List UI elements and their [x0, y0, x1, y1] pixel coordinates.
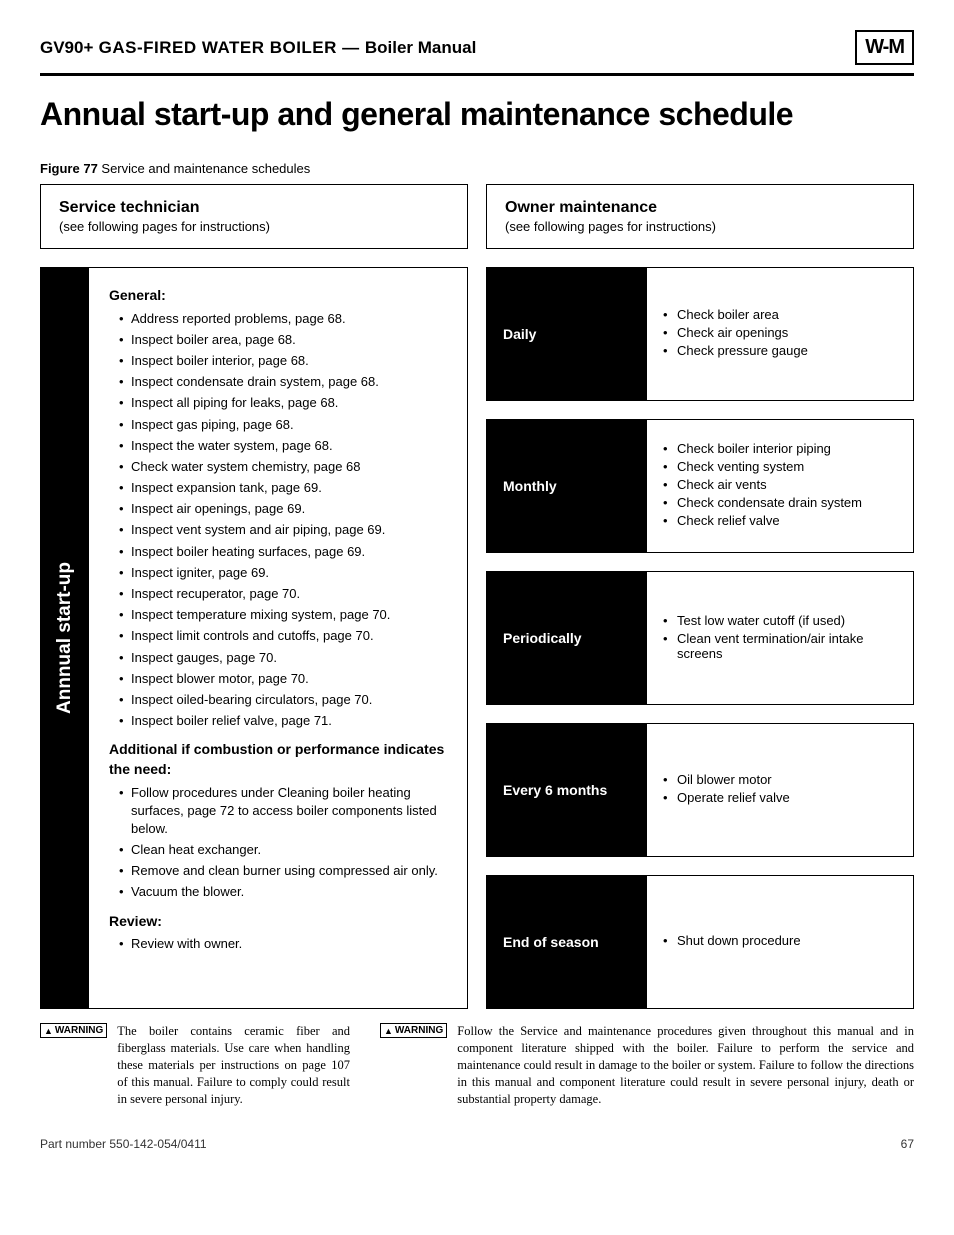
- owner-block-label: Periodically: [487, 572, 647, 704]
- list-item: Inspect expansion tank, page 69.: [119, 479, 447, 497]
- owner-block-label: Monthly: [487, 420, 647, 552]
- section-heading: General:: [109, 286, 447, 306]
- list-item: Shut down procedure: [663, 933, 801, 948]
- list-item: Inspect the water system, page 68.: [119, 437, 447, 455]
- list-item: Check water system chemistry, page 68: [119, 458, 447, 476]
- owner-block-label: End of season: [487, 876, 647, 1008]
- owner-block-items: Oil blower motor Operate relief valve: [647, 724, 913, 856]
- owner-block: Every 6 months Oil blower motor Operate re…: [486, 723, 914, 857]
- list-item: Inspect condensate drain system, page 68…: [119, 373, 447, 391]
- service-content: General: Address reported problems, page …: [89, 268, 467, 1008]
- section-list: Review with owner.: [109, 935, 447, 953]
- list-item: Inspect boiler interior, page 68.: [119, 352, 447, 370]
- list-item: Inspect gauges, page 70.: [119, 649, 447, 667]
- list-item: Check air openings: [663, 325, 808, 340]
- list-item: Inspect oiled-bearing circulators, page …: [119, 691, 447, 709]
- list-item: Check venting system: [663, 459, 862, 474]
- figure-text: Service and maintenance schedules: [98, 161, 310, 176]
- section-list: Address reported problems, page 68. Inspe…: [109, 310, 447, 731]
- header-rule: [40, 73, 914, 76]
- list-item: Inspect recuperator, page 70.: [119, 585, 447, 603]
- list-item: Inspect all piping for leaks, page 68.: [119, 394, 447, 412]
- list-item: Vacuum the blower.: [119, 883, 447, 901]
- owner-sub: (see following pages for instructions): [505, 219, 895, 234]
- owner-block-items: Check boiler area Check air openings Check…: [647, 268, 913, 400]
- service-header: Service technician (see following pages …: [40, 184, 468, 249]
- main-grid: Service technician (see following pages …: [40, 184, 914, 1009]
- list-item: Inspect boiler relief valve, page 71.: [119, 712, 447, 730]
- service-sidebar: Annnual start-up: [41, 268, 89, 1008]
- list-item: Follow procedures under Cleaning boiler …: [119, 784, 447, 839]
- page-footer: Part number 550-142-054/0411 67: [40, 1137, 914, 1151]
- section-heading: Additional if combustion or performance …: [109, 740, 447, 779]
- figure-label: Figure 77: [40, 161, 98, 176]
- list-item: Check pressure gauge: [663, 343, 808, 358]
- owner-title: Owner maintenance: [505, 199, 895, 217]
- owner-block: MonthlyCheck boiler interior pipingCheck…: [486, 419, 914, 553]
- list-item: Inspect boiler heating surfaces, page 69…: [119, 543, 447, 561]
- owner-block: PeriodicallyTest low water cutoff (if us…: [486, 571, 914, 705]
- owner-block-label: Daily: [487, 268, 647, 400]
- warning-badge: WARNING: [40, 1023, 107, 1038]
- list-item: Check boiler area: [663, 307, 808, 322]
- list-item: Inspect gas piping, page 68.: [119, 416, 447, 434]
- list-item: Check air vents: [663, 477, 862, 492]
- owner-block: End of season Shut down procedure: [486, 875, 914, 1009]
- list-item: Clean heat exchanger.: [119, 841, 447, 859]
- service-title: Service technician: [59, 199, 449, 217]
- warning-text-1: The boiler contains ceramic fiber and fi…: [117, 1023, 350, 1107]
- sidebar-label: Annnual start-up: [54, 562, 76, 714]
- list-item: Check condensate drain system: [663, 495, 862, 510]
- list-item: Review with owner.: [119, 935, 447, 953]
- list-item: Oil blower motor: [663, 772, 790, 787]
- section-list: Follow procedures under Cleaning boiler …: [109, 784, 447, 902]
- warning-box-2: WARNING Follow the Service and maintenan…: [380, 1023, 914, 1107]
- page-title: Annual start-up and general maintenance …: [40, 96, 914, 133]
- list-item: Inspect air openings, page 69.: [119, 500, 447, 518]
- list-item: Inspect igniter, page 69.: [119, 564, 447, 582]
- section-heading: Review:: [109, 912, 447, 932]
- owner-block: Daily Check boiler area Check air openings…: [486, 267, 914, 401]
- page-header: GV90+ GAS-FIRED WATER BOILER — Boiler Ma…: [40, 30, 914, 65]
- owner-header: Owner maintenance (see following pages f…: [486, 184, 914, 249]
- list-item: Check boiler interior piping: [663, 441, 862, 456]
- list-item: Inspect vent system and air piping, page…: [119, 521, 447, 539]
- page-number: 67: [901, 1137, 914, 1151]
- service-sub: (see following pages for instructions): [59, 219, 449, 234]
- list-item: Inspect blower motor, page 70.: [119, 670, 447, 688]
- owner-block-items: Test low water cutoff (if used) Clean ven…: [647, 572, 913, 704]
- list-item: Remove and clean burner using compressed…: [119, 862, 447, 880]
- model: GV90+: [40, 38, 93, 57]
- warning-text-2: Follow the Service and maintenance proce…: [457, 1023, 914, 1107]
- list-item: Clean vent termination/air intake screen…: [663, 631, 897, 661]
- list-item: Inspect limit controls and cutoffs, page…: [119, 627, 447, 645]
- figure-caption: Figure 77 Service and maintenance schedu…: [40, 161, 914, 176]
- warnings-row: WARNING The boiler contains ceramic fibe…: [40, 1023, 914, 1107]
- header-desc: GAS-FIRED WATER BOILER —: [93, 38, 364, 57]
- warning-box-1: WARNING The boiler contains ceramic fibe…: [40, 1023, 350, 1107]
- warning-badge: WARNING: [380, 1023, 447, 1038]
- header-left: GV90+ GAS-FIRED WATER BOILER — Boiler Ma…: [40, 38, 476, 58]
- brand-logo: W-M: [855, 30, 914, 65]
- list-item: Address reported problems, page 68.: [119, 310, 447, 328]
- list-item: Inspect boiler area, page 68.: [119, 331, 447, 349]
- list-item: Inspect temperature mixing system, page …: [119, 606, 447, 624]
- header-manual: Boiler Manual: [365, 38, 476, 57]
- service-body: Annnual start-up General: Address reporte…: [40, 267, 468, 1009]
- owner-body: Daily Check boiler area Check air openings…: [486, 267, 914, 1009]
- owner-block-items: Check boiler interior piping Check ventin…: [647, 420, 913, 552]
- part-number: Part number 550-142-054/0411: [40, 1137, 207, 1151]
- list-item: Operate relief valve: [663, 790, 790, 805]
- owner-block-items: Shut down procedure: [647, 876, 913, 1008]
- list-item: Check relief valve: [663, 513, 862, 528]
- list-item: Test low water cutoff (if used): [663, 613, 897, 628]
- owner-block-label: Every 6 months: [487, 724, 647, 856]
